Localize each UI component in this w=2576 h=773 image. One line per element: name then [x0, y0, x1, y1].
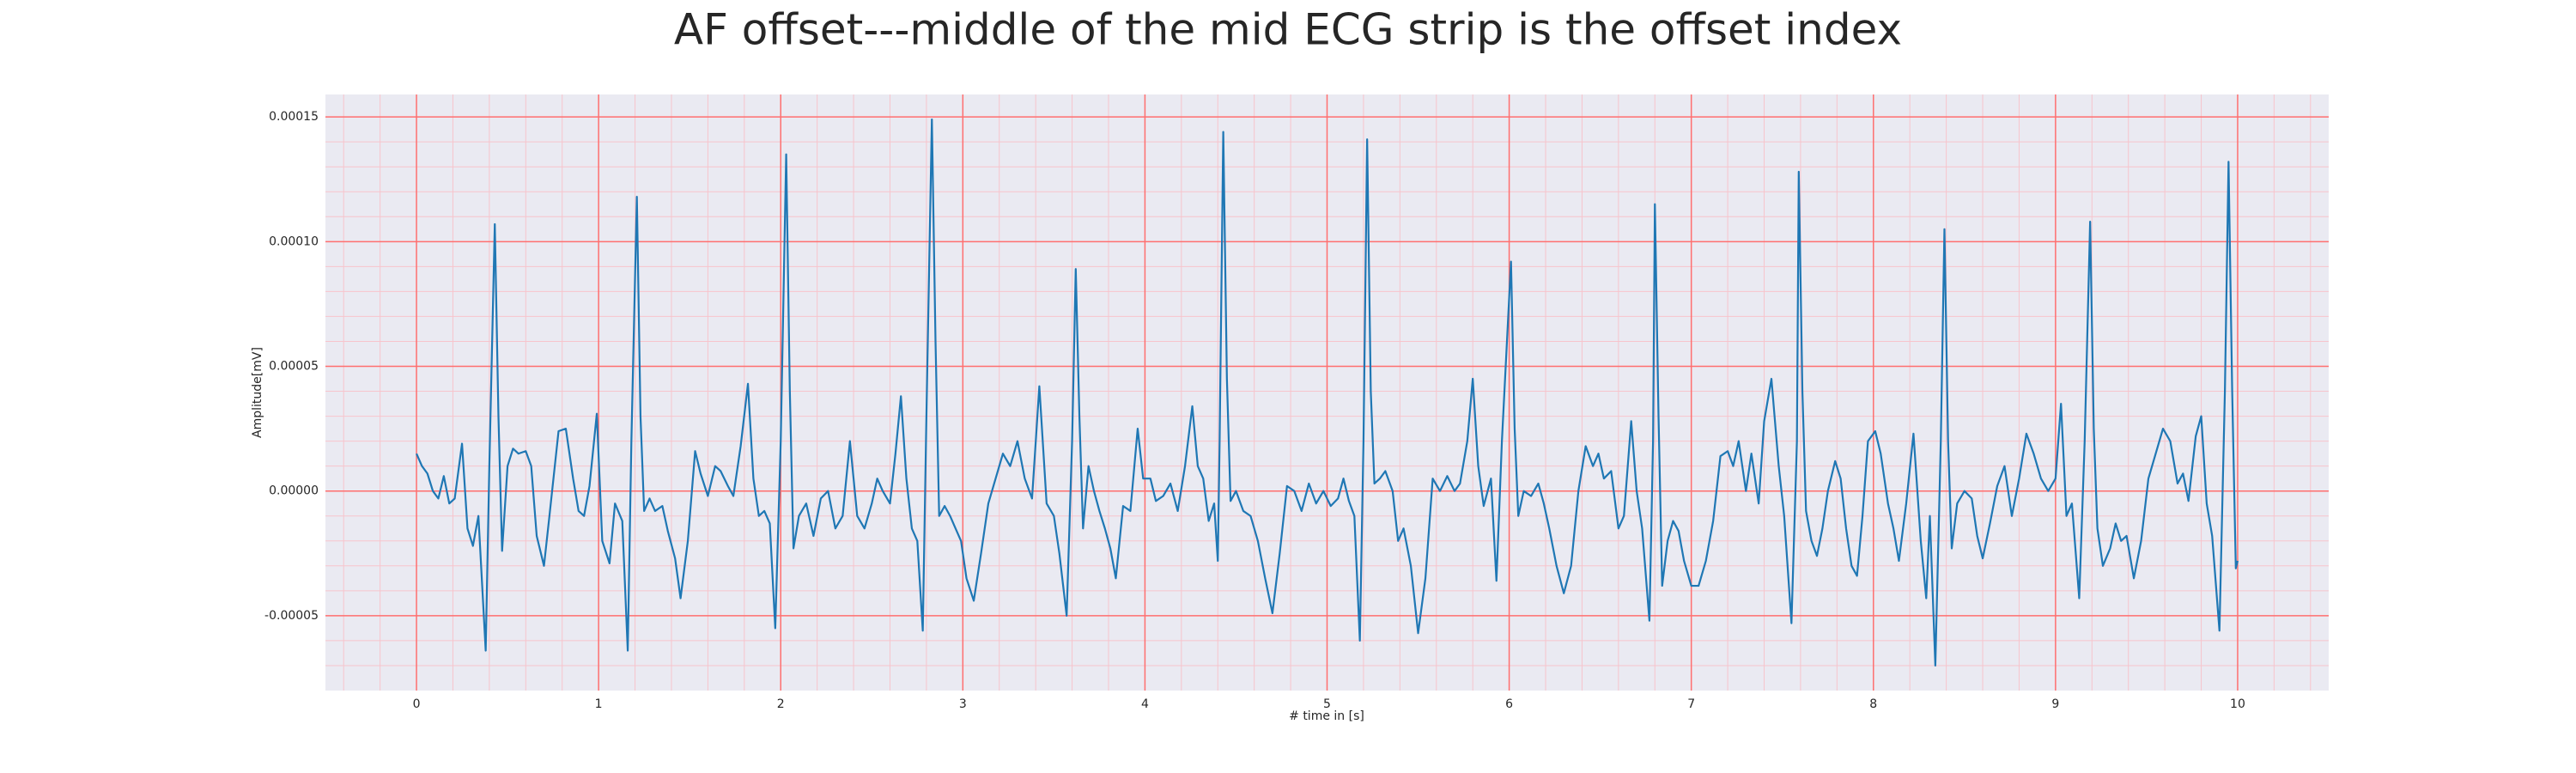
y-tick-label: 0.00010	[269, 234, 319, 248]
x-tick-label: 1	[595, 697, 603, 711]
y-tick-label: 0.00015	[269, 110, 319, 124]
y-tick-label: -0.00005	[264, 609, 319, 623]
x-tick-label: 5	[1323, 697, 1331, 711]
y-tick-label: 0.00000	[269, 484, 319, 498]
x-tick-label: 0	[413, 697, 421, 711]
x-tick-label: 7	[1687, 697, 1695, 711]
x-tick-label: 10	[2230, 697, 2245, 711]
ecg-line	[416, 118, 2239, 667]
y-tick-label: 0.00005	[269, 360, 319, 374]
x-tick-label: 4	[1141, 697, 1149, 711]
x-tick-label: 9	[2051, 697, 2059, 711]
y-axis-label: Amplitude[mV]	[251, 347, 264, 438]
x-tick-label: 3	[959, 697, 967, 711]
x-axis-label: # time in [s]	[1289, 709, 1364, 723]
x-tick-label: 8	[1869, 697, 1877, 711]
chart-title: AF offset---middle of the mid ECG strip …	[674, 5, 1902, 55]
x-tick-label: 6	[1505, 697, 1513, 711]
x-tick-label: 2	[777, 697, 785, 711]
